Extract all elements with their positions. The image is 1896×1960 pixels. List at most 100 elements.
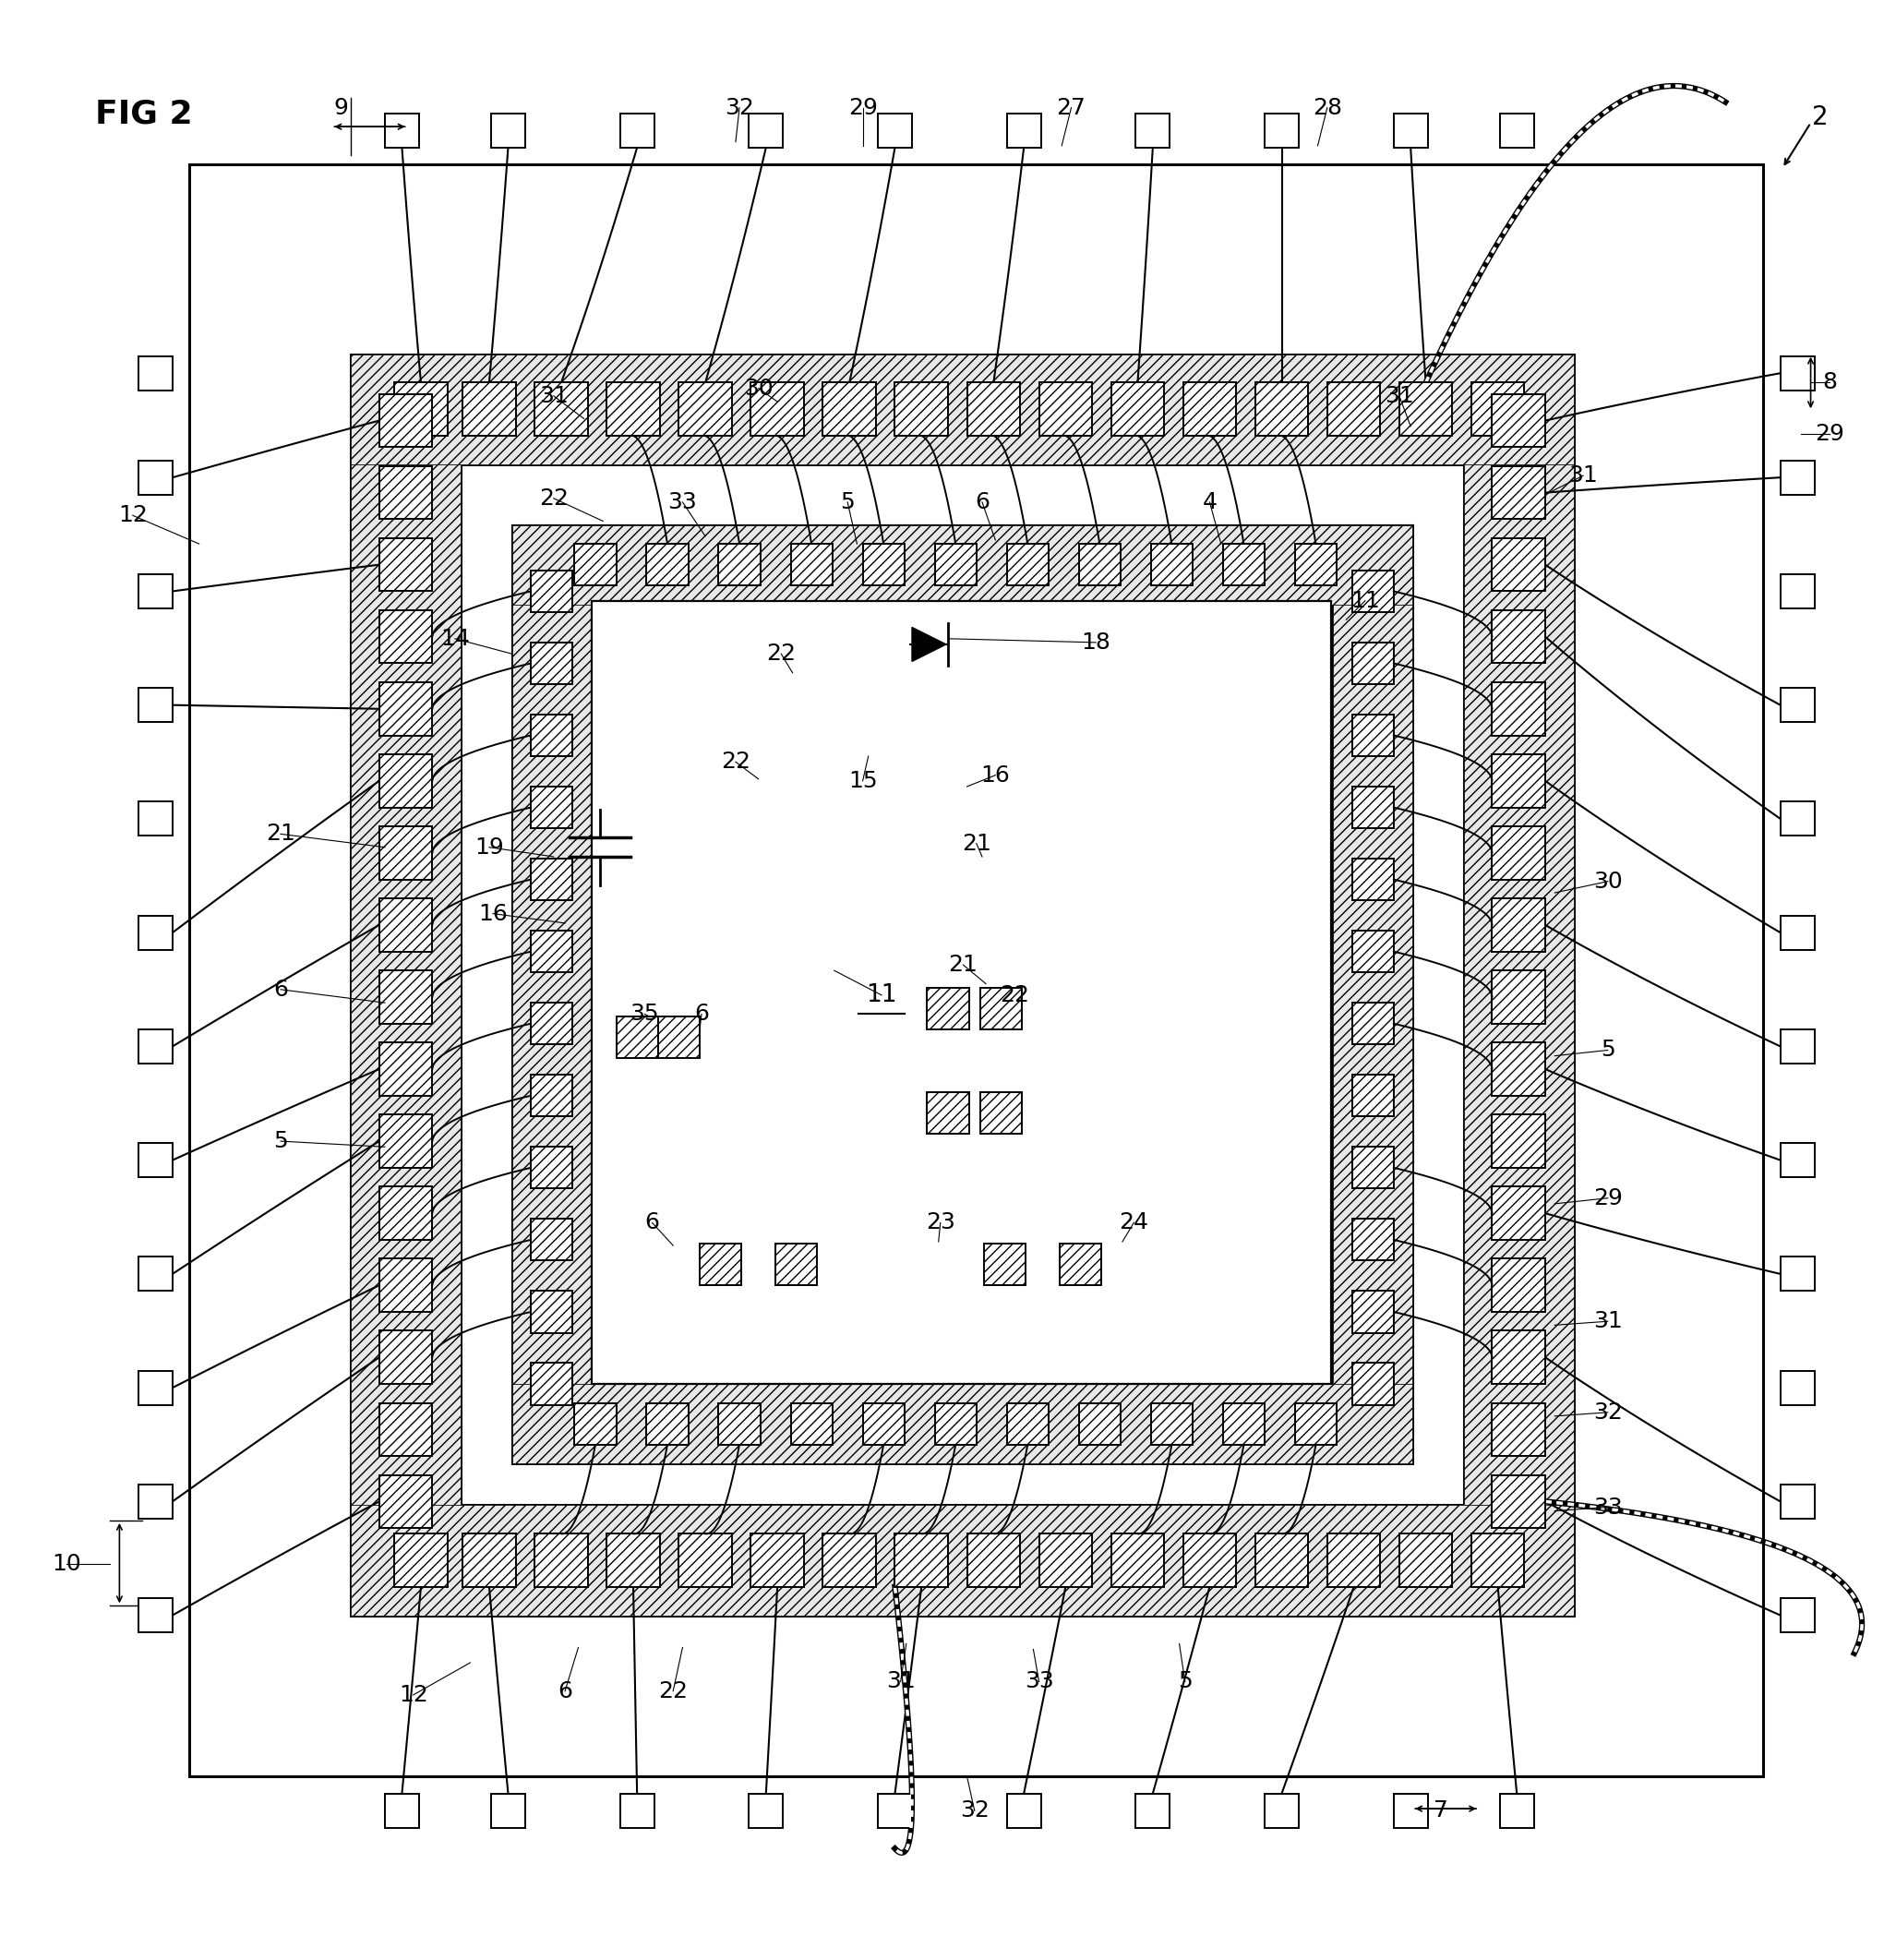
Bar	[1352, 858, 1394, 900]
Bar	[1295, 543, 1337, 586]
Text: 2: 2	[1813, 104, 1828, 129]
Bar	[138, 1029, 173, 1064]
Bar	[967, 382, 1020, 435]
Bar	[379, 1258, 432, 1311]
Text: 6: 6	[557, 1680, 573, 1701]
Bar	[775, 1243, 817, 1286]
Bar	[138, 1484, 173, 1519]
Bar	[1492, 970, 1545, 1023]
Bar	[531, 570, 573, 612]
Bar	[1471, 382, 1524, 435]
Bar	[1151, 543, 1193, 586]
Bar	[791, 1403, 832, 1445]
Text: 31: 31	[1568, 465, 1598, 486]
Bar	[1780, 1256, 1814, 1292]
Bar	[1500, 1793, 1534, 1827]
Text: 29: 29	[1593, 1188, 1623, 1209]
Text: 18: 18	[1081, 631, 1111, 653]
Text: 5: 5	[840, 492, 855, 514]
Bar	[927, 1092, 969, 1133]
Bar	[620, 114, 654, 147]
Bar	[351, 355, 1574, 1615]
Text: 22: 22	[766, 643, 796, 664]
Bar	[1500, 114, 1534, 147]
Bar	[1399, 1535, 1452, 1588]
Bar	[1399, 382, 1452, 435]
Text: 22: 22	[538, 488, 569, 510]
Bar	[531, 1219, 573, 1260]
Text: 27: 27	[1056, 96, 1086, 120]
Bar	[895, 382, 948, 435]
Bar	[1352, 1219, 1394, 1260]
Bar	[935, 1403, 976, 1445]
Text: 7: 7	[1433, 1799, 1449, 1821]
Bar	[1333, 604, 1413, 1384]
Bar	[935, 543, 976, 586]
Text: 6: 6	[694, 1004, 709, 1025]
Bar	[719, 1403, 760, 1445]
Bar	[379, 539, 432, 592]
Bar	[1223, 543, 1265, 586]
Bar	[1780, 1143, 1814, 1178]
Bar	[1352, 1074, 1394, 1117]
Bar	[1352, 643, 1394, 684]
Bar	[138, 915, 173, 951]
Text: 6: 6	[273, 978, 288, 1000]
Text: 33: 33	[1593, 1495, 1623, 1519]
Text: 12: 12	[398, 1684, 428, 1705]
Bar	[1352, 786, 1394, 829]
Bar	[394, 382, 447, 435]
Bar	[1079, 1403, 1121, 1445]
Bar	[379, 1115, 432, 1168]
Text: 31: 31	[538, 384, 569, 408]
Text: 28: 28	[1312, 96, 1342, 120]
Bar	[1492, 1115, 1545, 1168]
Text: 30: 30	[743, 376, 774, 400]
Bar	[138, 1143, 173, 1178]
Bar	[138, 357, 173, 390]
Bar	[379, 898, 432, 951]
Bar	[1471, 1535, 1524, 1588]
Text: 14: 14	[440, 627, 470, 651]
Bar	[379, 827, 432, 880]
Bar	[531, 643, 573, 684]
Bar	[620, 1793, 654, 1827]
Bar	[791, 543, 832, 586]
Bar	[463, 382, 516, 435]
Bar	[535, 1535, 588, 1588]
Bar	[512, 1384, 1413, 1464]
Text: 5: 5	[1600, 1039, 1615, 1060]
Bar	[1492, 394, 1545, 447]
Bar	[138, 1256, 173, 1292]
Text: 16: 16	[980, 764, 1011, 786]
Bar	[1780, 915, 1814, 951]
Bar	[512, 604, 592, 1384]
Text: 11: 11	[1350, 590, 1380, 612]
Bar	[1079, 543, 1121, 586]
Bar	[1492, 827, 1545, 880]
Bar	[1352, 1004, 1394, 1045]
Bar	[1780, 688, 1814, 721]
Bar	[1111, 1535, 1164, 1588]
Bar	[351, 1505, 1574, 1615]
Bar	[1223, 1403, 1265, 1445]
Bar	[491, 114, 525, 147]
Bar	[138, 688, 173, 721]
Bar	[1060, 1243, 1102, 1286]
Bar	[1327, 382, 1380, 435]
Bar	[379, 1186, 432, 1241]
Bar	[1492, 1258, 1545, 1311]
Bar	[512, 525, 1413, 604]
Bar	[749, 114, 783, 147]
Text: 24: 24	[1119, 1211, 1149, 1233]
Bar	[984, 1243, 1026, 1286]
Text: 11: 11	[866, 984, 897, 1007]
Text: 19: 19	[474, 837, 504, 858]
Bar	[1394, 114, 1428, 147]
Bar	[1352, 570, 1394, 612]
Text: 4: 4	[1202, 492, 1217, 514]
Text: 29: 29	[1814, 423, 1845, 445]
Bar	[823, 382, 876, 435]
Bar	[138, 1597, 173, 1633]
Bar	[1007, 1403, 1048, 1445]
